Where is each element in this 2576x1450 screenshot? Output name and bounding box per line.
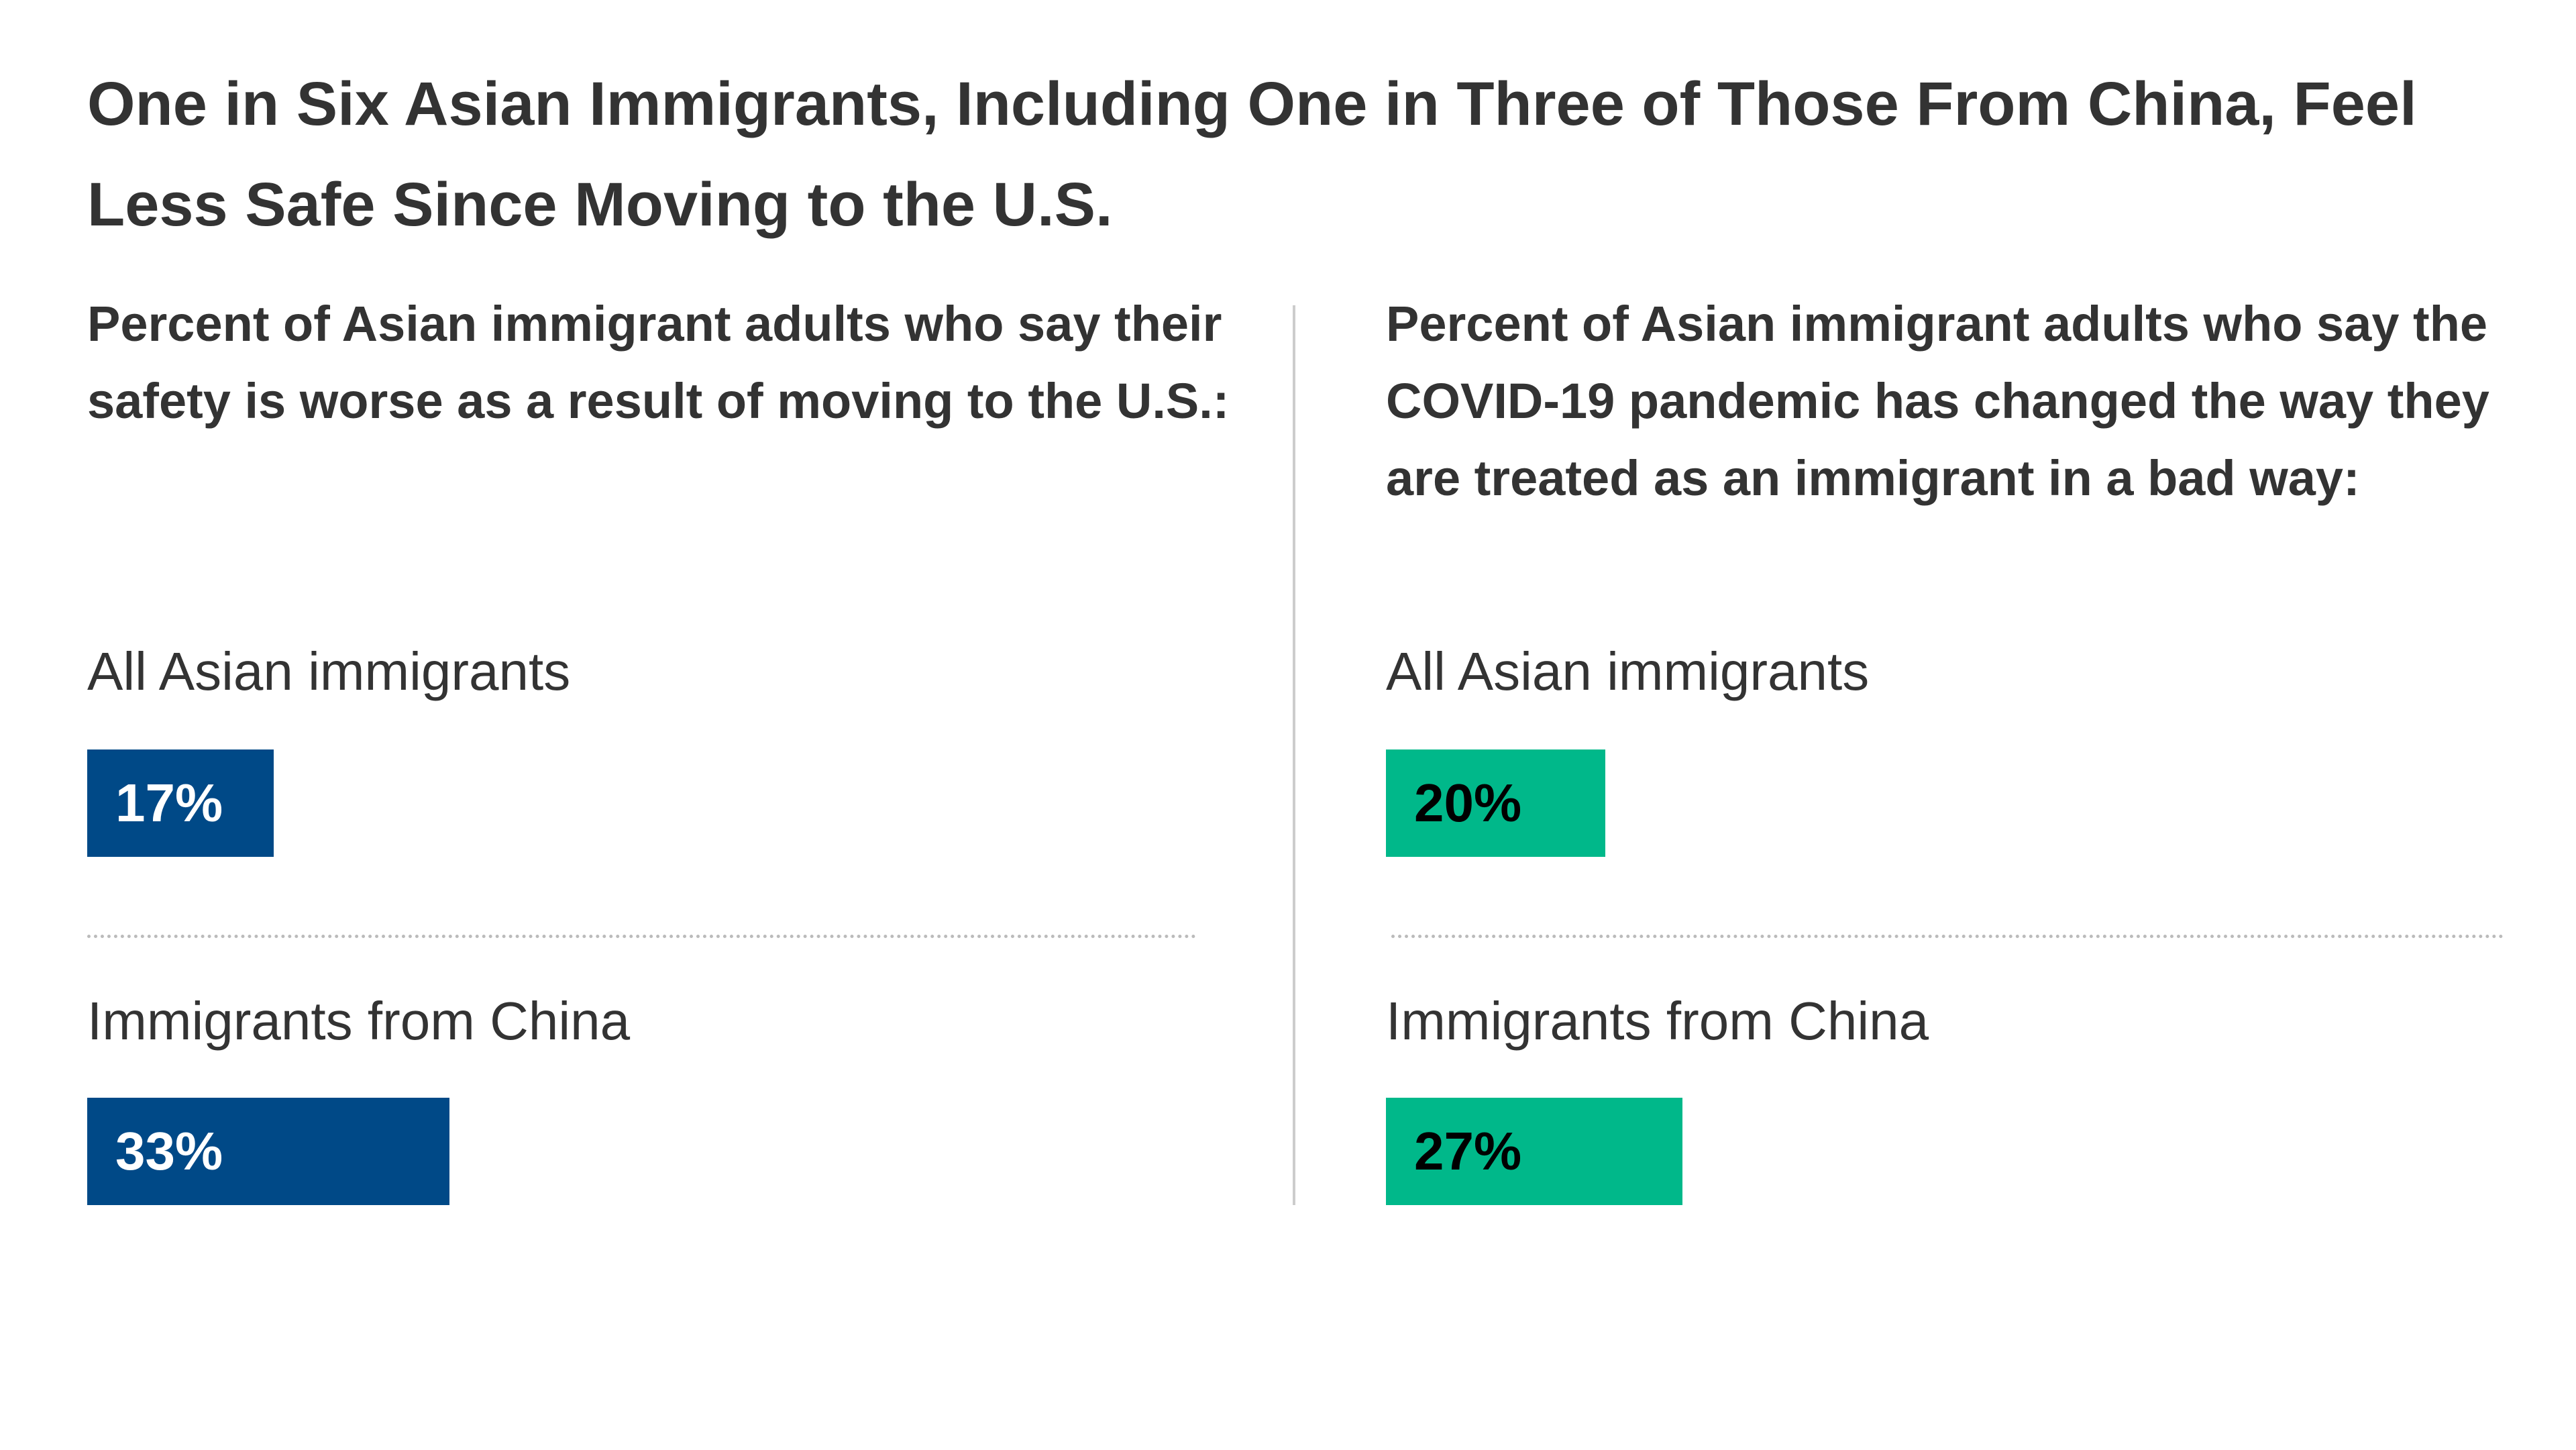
category-label: All Asian immigrants — [87, 641, 571, 701]
category-label: Immigrants from China — [1386, 991, 1929, 1051]
chart-title: One in Six Asian Immigrants, Including O… — [87, 70, 2417, 239]
category-label: Immigrants from China — [87, 991, 631, 1051]
chart-subtitle: Percent of Asian immigrant adults who sa… — [1386, 296, 2489, 506]
value-label: 33% — [115, 1121, 223, 1181]
bar — [87, 749, 274, 857]
bar — [1386, 1098, 1682, 1205]
bar — [87, 1098, 449, 1205]
separator — [1391, 935, 2504, 938]
divider — [1293, 305, 1295, 1205]
separator — [87, 935, 1196, 938]
value-label: 17% — [115, 773, 223, 833]
chart-subtitle: Percent of Asian immigrant adults who sa… — [87, 296, 1230, 429]
value-label: 27% — [1414, 1121, 1522, 1181]
category-label: All Asian immigrants — [1386, 641, 1870, 701]
bar — [1386, 749, 1606, 857]
value-label: 20% — [1414, 773, 1522, 833]
